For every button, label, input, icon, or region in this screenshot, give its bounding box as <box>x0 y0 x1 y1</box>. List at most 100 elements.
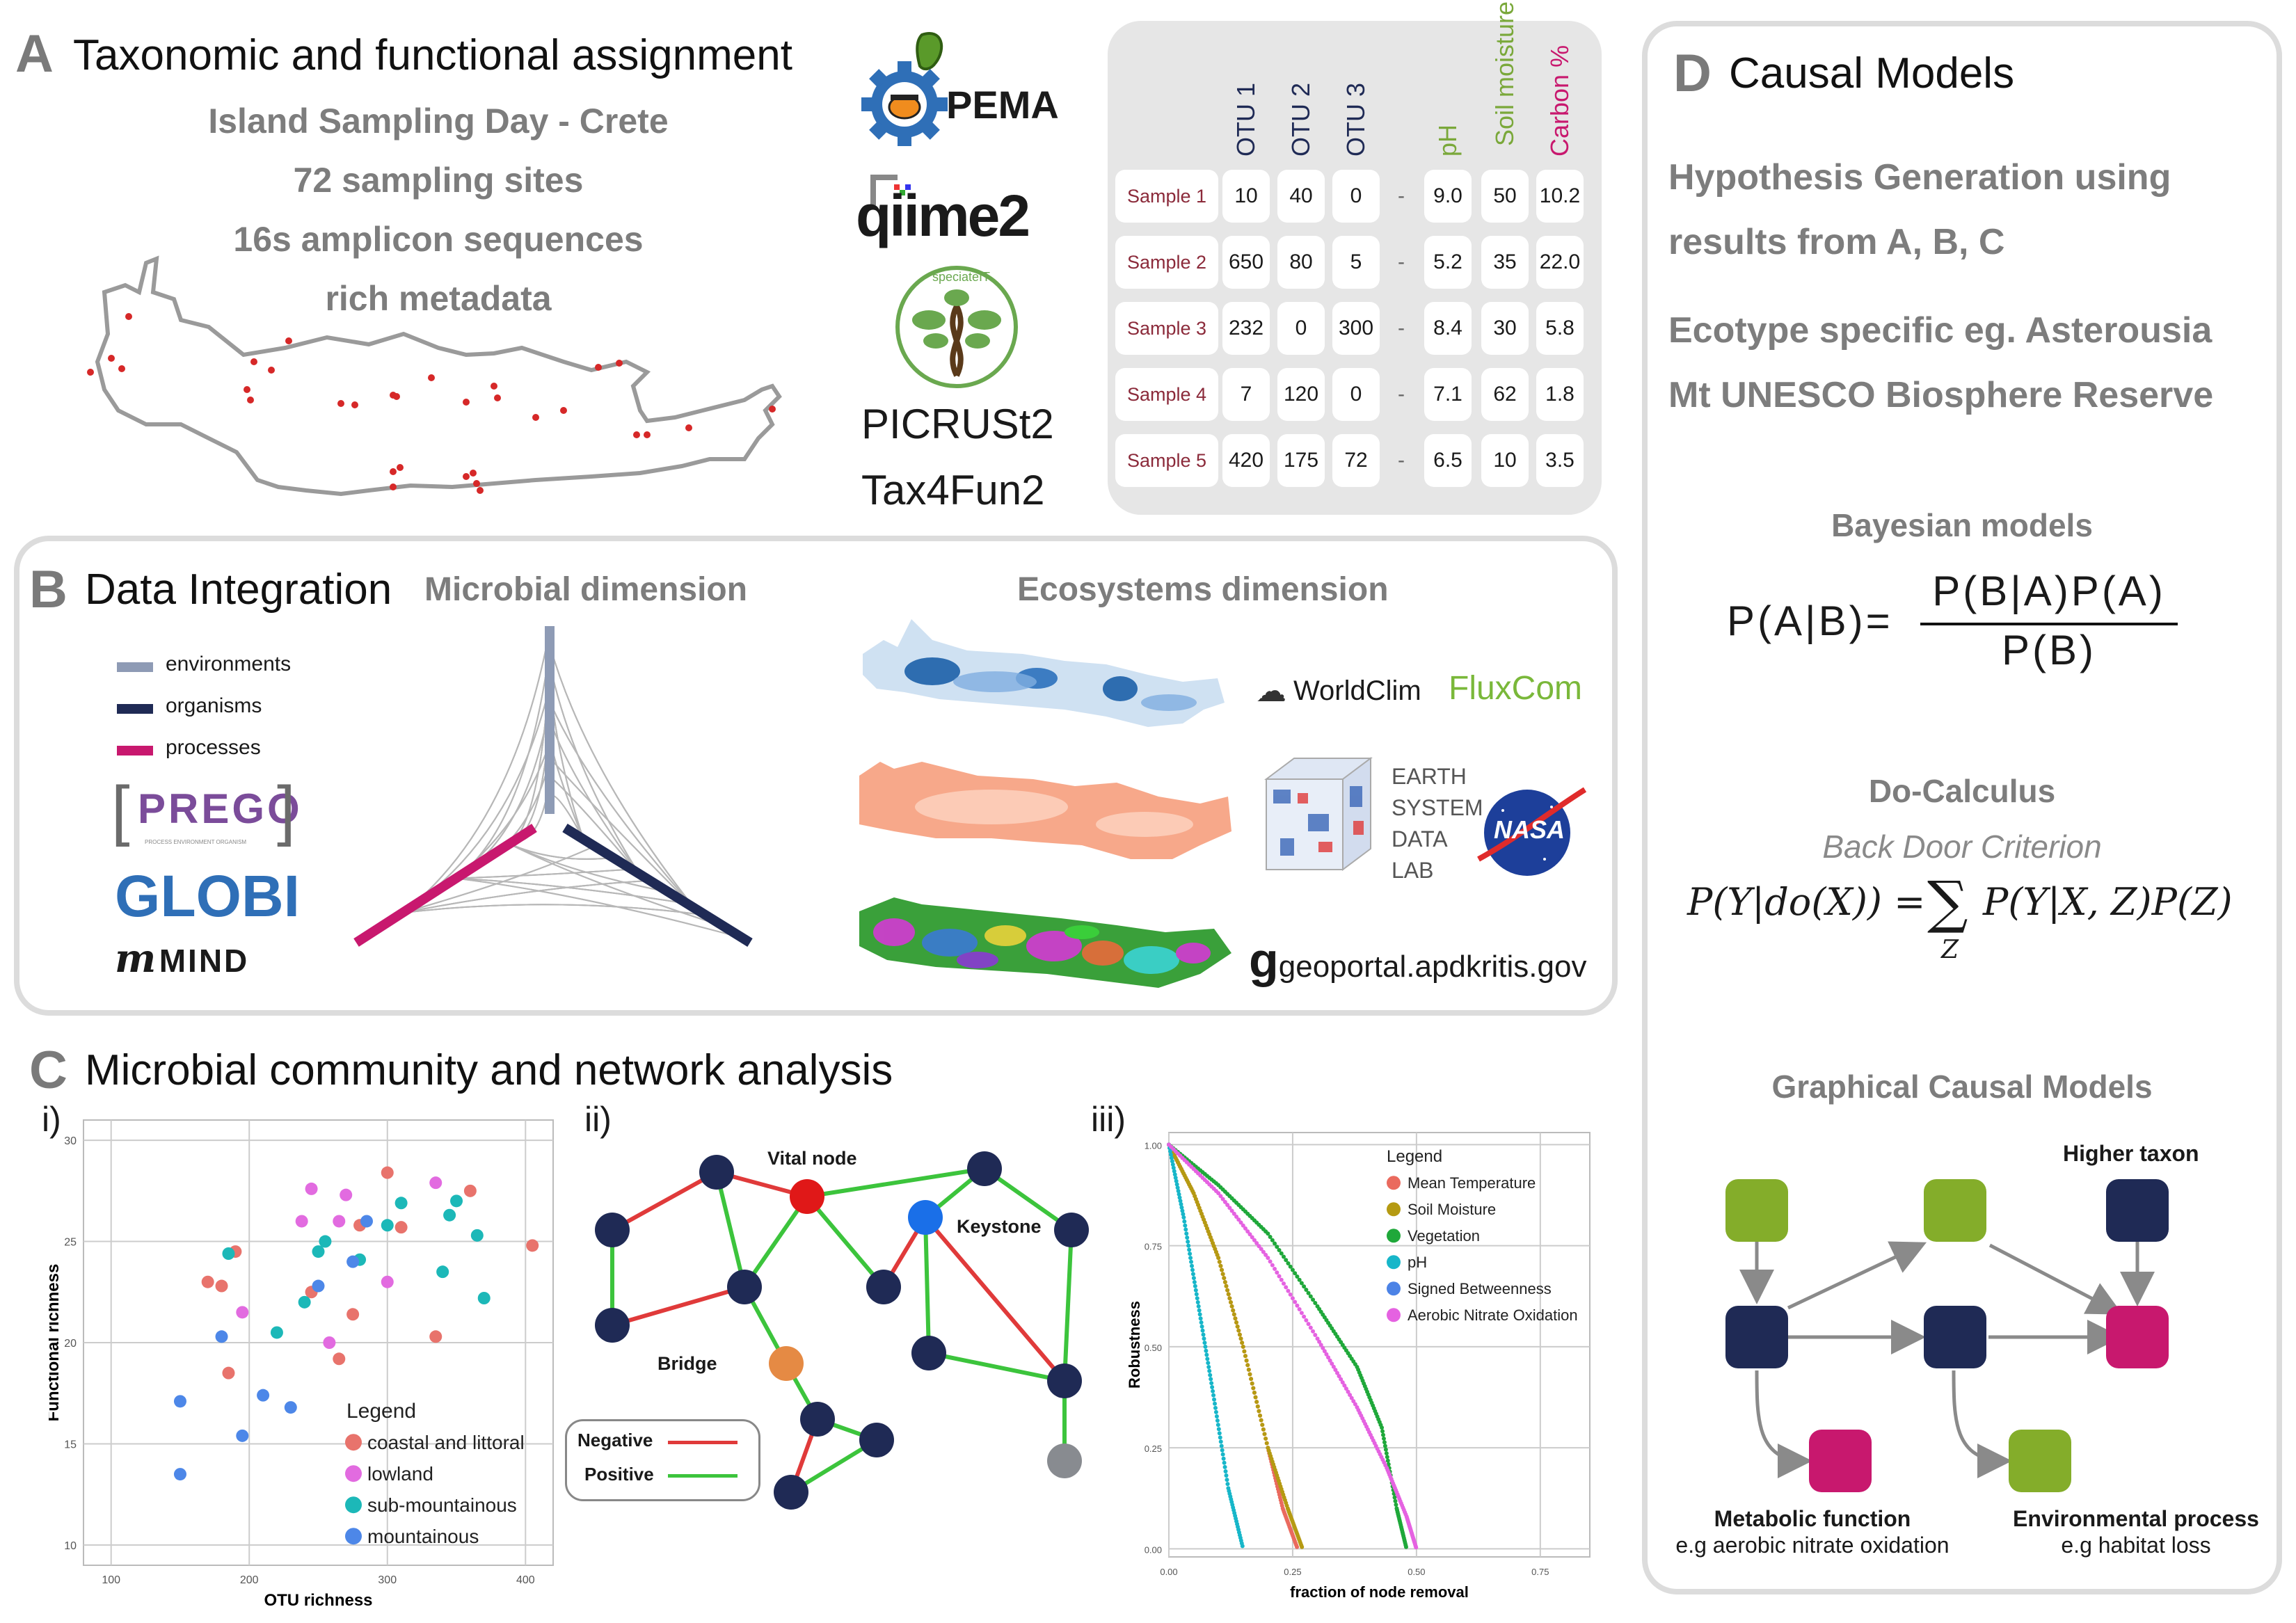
table-cell: 175 <box>1277 434 1325 487</box>
bridge-label: Bridge <box>657 1353 717 1374</box>
do-formula-sum-icon: ∑ <box>1927 870 1968 936</box>
data-point <box>1220 1452 1225 1457</box>
mind-logo: m MIND <box>115 936 249 982</box>
table-cell: 3.5 <box>1536 434 1584 487</box>
data-point <box>1321 1345 1325 1350</box>
data-point <box>1288 1264 1293 1269</box>
table-header-5: Carbon % <box>1545 45 1574 157</box>
y-tick-label: 0.25 <box>1145 1444 1162 1454</box>
data-point <box>1268 1259 1273 1264</box>
data-point <box>1246 1367 1251 1372</box>
data-point <box>1259 1247 1263 1252</box>
data-point <box>1385 1458 1390 1463</box>
data-point <box>1300 1544 1305 1549</box>
network-node <box>967 1151 1002 1186</box>
data-point <box>1170 1162 1175 1167</box>
data-point <box>1383 1447 1388 1452</box>
legend-marker <box>1387 1255 1401 1270</box>
data-point <box>1206 1364 1211 1369</box>
data-point <box>1186 1243 1191 1248</box>
data-point <box>1185 1236 1190 1240</box>
dag-node-green-1 <box>1725 1179 1788 1242</box>
legend-title: Legend <box>346 1400 416 1423</box>
data-point <box>1263 1252 1268 1257</box>
data-point <box>1295 1544 1300 1549</box>
y-tick-label: 30 <box>64 1135 77 1147</box>
legend-label: Mean Temperature <box>1408 1174 1536 1192</box>
table-cell: - <box>1398 250 1405 273</box>
data-point <box>1184 1231 1189 1236</box>
data-point <box>1226 1292 1231 1297</box>
network-node <box>866 1270 901 1304</box>
network-legend-positive-line <box>668 1474 738 1478</box>
panel-c-title: Microbial community and network analysis <box>85 1046 893 1094</box>
data-point <box>222 1247 235 1260</box>
panel-b-title: Data Integration <box>85 566 392 614</box>
data-point <box>470 1229 484 1242</box>
legend-marker <box>345 1528 362 1545</box>
panel-d-title: Causal Models <box>1729 49 2015 97</box>
hive-edge <box>512 667 550 842</box>
data-point <box>1266 1256 1270 1261</box>
data-point <box>429 1176 443 1190</box>
data-point <box>1234 1214 1239 1219</box>
x-tick-label: 400 <box>516 1574 535 1586</box>
data-point <box>1260 1423 1265 1428</box>
table-cell: - <box>1398 449 1405 472</box>
legend-marker <box>1387 1202 1401 1217</box>
data-point <box>201 1275 214 1288</box>
metabolic-function-label: Metabolic function <box>1714 1506 1911 1531</box>
cooccurrence-network <box>595 1151 1089 1510</box>
data-point <box>1330 1361 1334 1366</box>
vital-node-label: Vital node <box>767 1148 857 1169</box>
data-point <box>1240 1341 1245 1345</box>
y-axis-label: Functional richness <box>49 1264 63 1422</box>
data-point <box>1212 1397 1217 1402</box>
data-point <box>1302 1314 1307 1319</box>
table-cell: - <box>1398 383 1405 406</box>
data-point <box>1241 1223 1245 1228</box>
data-point <box>1394 1503 1398 1508</box>
data-point <box>1273 1241 1277 1246</box>
data-point <box>1279 1251 1284 1256</box>
data-point <box>319 1235 332 1248</box>
y-tick-label: 1.00 <box>1145 1140 1162 1151</box>
table-cell: - <box>1398 184 1405 207</box>
data-point <box>1381 1432 1385 1437</box>
data-point <box>1229 1304 1234 1309</box>
table-cell: - <box>1398 317 1405 339</box>
data-point <box>1339 1377 1344 1382</box>
hive-axis-organisms <box>562 824 753 947</box>
x-tick-label: 0.25 <box>1284 1567 1301 1577</box>
worldclim-logo-text: WorldClim <box>1293 675 1421 706</box>
network-legend-positive-label: Positive <box>584 1464 654 1485</box>
table-cell: 30 <box>1481 302 1529 355</box>
data-point <box>1273 1266 1277 1271</box>
data-point <box>1382 1444 1387 1448</box>
data-point <box>1218 1435 1222 1440</box>
data-point <box>333 1352 346 1366</box>
data-point <box>1237 1332 1242 1337</box>
table-cell: 8.4 <box>1424 302 1472 355</box>
data-point <box>1302 1284 1307 1289</box>
data-point <box>1199 1324 1204 1329</box>
panel-a-line-2: 72 sampling sites <box>293 161 584 200</box>
network-node <box>595 1308 630 1343</box>
data-point <box>1176 1188 1181 1193</box>
data-point <box>1194 1292 1199 1297</box>
data-point <box>1284 1258 1289 1263</box>
table-cell: 0 <box>1277 302 1325 355</box>
data-point <box>1304 1318 1309 1322</box>
dag-node-navy-1 <box>1725 1306 1788 1368</box>
network-node-grey <box>1047 1444 1082 1478</box>
hive-edge <box>456 877 743 939</box>
hive-edge <box>549 644 695 909</box>
data-point <box>1180 1208 1185 1213</box>
legend-marker <box>1387 1176 1401 1190</box>
dag-node-magenta-2 <box>1809 1430 1872 1492</box>
data-point <box>1290 1268 1295 1272</box>
esdl-line-2: SYSTEM <box>1392 795 1483 820</box>
hive-edge <box>509 843 614 860</box>
data-point <box>1349 1396 1354 1400</box>
data-point <box>1235 1324 1240 1329</box>
